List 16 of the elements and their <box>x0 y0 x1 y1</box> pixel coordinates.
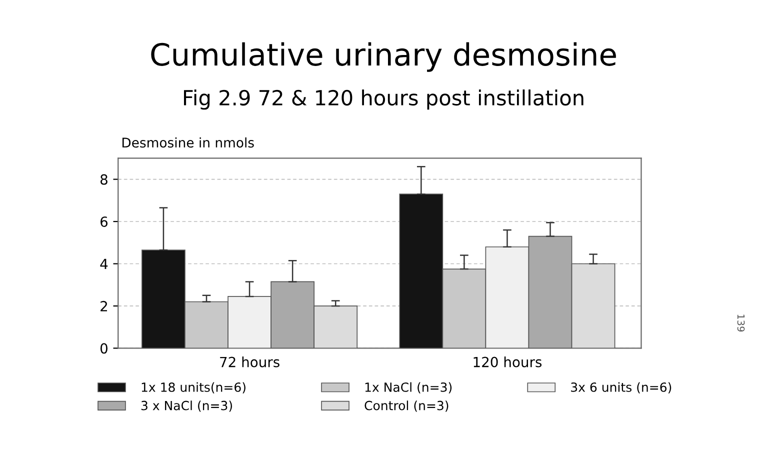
chart-title: Cumulative urinary desmosine <box>151 42 616 72</box>
x-tick-label: 120 hours <box>474 356 542 368</box>
legend-label: Control (n=3) <box>364 400 448 412</box>
y-tick-label: 6 <box>100 216 108 227</box>
text: 139 <box>737 314 745 332</box>
y-axis-title: Desmosine in nmols <box>122 137 254 148</box>
chart-subtitle: Fig 2.9 72 & 120 hours post instillation <box>184 89 584 110</box>
y-tick-label: 8 <box>100 174 108 185</box>
y-tick-label: 4 <box>100 258 108 270</box>
legend-label: 3 x NaCl (n=3) <box>141 400 232 412</box>
legend-label: 1x 18 units(n=6) <box>142 382 246 394</box>
y-tick-label: 2 <box>100 300 108 312</box>
legend-label: 1x NaCl (n=3) <box>365 382 452 394</box>
x-tick-label: 72 hours <box>220 356 280 368</box>
legend-label: 3x 6 units (n=6) <box>571 382 672 394</box>
y-tick-label: 0 <box>100 343 108 354</box>
